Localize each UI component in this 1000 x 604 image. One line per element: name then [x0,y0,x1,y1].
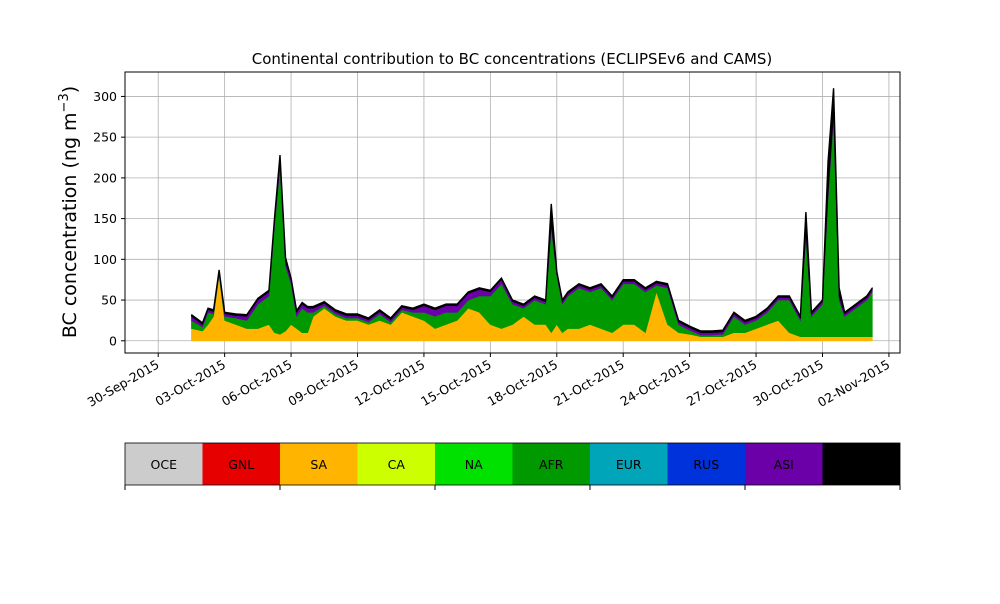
legend-label-eur: EUR [616,457,642,472]
y-axis-label: BC concentration (ng m−3) [57,86,81,338]
legend-label-gnl: GNL [228,457,254,472]
x-tick-label: 03-Oct-2015 [152,357,228,409]
x-tick-label: 30-Oct-2015 [750,357,826,409]
legend-label-ca: CA [388,457,406,472]
y-tick-label: 250 [93,130,117,145]
colorbar-legend: OCE GNL SA CA NA AFR EUR RUS ASI AUS [124,442,901,490]
stacked-areas [191,88,873,342]
y-axis: 0 50 100 150 200 250 300 [93,89,125,348]
plot-frame [124,71,901,354]
x-tick-label: 15-Oct-2015 [418,357,494,409]
y-tick-label: 300 [93,89,117,104]
y-tick-label: 150 [93,211,117,226]
area-afr [191,116,873,338]
legend-frame [124,442,901,486]
legend-swatch-gnl [202,443,280,485]
x-tick-label: 21-Oct-2015 [551,357,627,409]
legend-swatch-asi [745,443,823,485]
legend-label-oce: OCE [151,457,178,472]
legend-swatch-oce [125,443,203,485]
legend-swatch-sa [280,443,358,485]
legend-label-aus: AUS [848,457,874,472]
legend-swatch-na [435,443,513,485]
legend-swatch-aus [822,443,900,485]
legend-label-na: NA [465,457,483,472]
legend-swatch-ca [357,443,435,485]
y-tick-label: 200 [93,170,117,185]
legend-swatch-afr [512,443,590,485]
total-line [191,88,873,332]
x-tick-label: 02-Nov-2015 [815,357,892,410]
x-tick-label: 30-Sep-2015 [85,357,162,410]
y-axis-label-main: BC concentration (ng m [59,112,81,338]
x-tick-label: 18-Oct-2015 [485,357,561,409]
x-tick-label: 27-Oct-2015 [684,357,760,409]
x-axis: 30-Sep-201503-Oct-201506-Oct-201509-Oct-… [85,353,892,410]
legend-swatch-eur [590,443,668,485]
y-tick-label: 100 [93,252,117,267]
x-tick-label: 12-Oct-2015 [352,357,428,409]
x-tick-label: 09-Oct-2015 [285,357,361,409]
chart-title: Continental contribution to BC concentra… [252,50,773,68]
legend-label-afr: AFR [539,457,564,472]
legend-label-rus: RUS [693,457,719,472]
legend-label-asi: ASI [774,457,794,472]
y-tick-label: 0 [109,333,117,348]
x-tick-label: 06-Oct-2015 [219,357,295,409]
y-axis-label-exponent: −3 [57,93,72,112]
legend-swatch-rus [667,443,745,485]
legend-label-sa: SA [310,457,327,472]
y-axis-label-close: ) [59,86,81,93]
y-tick-label: 50 [101,293,117,308]
x-tick-label: 24-Oct-2015 [617,357,693,409]
